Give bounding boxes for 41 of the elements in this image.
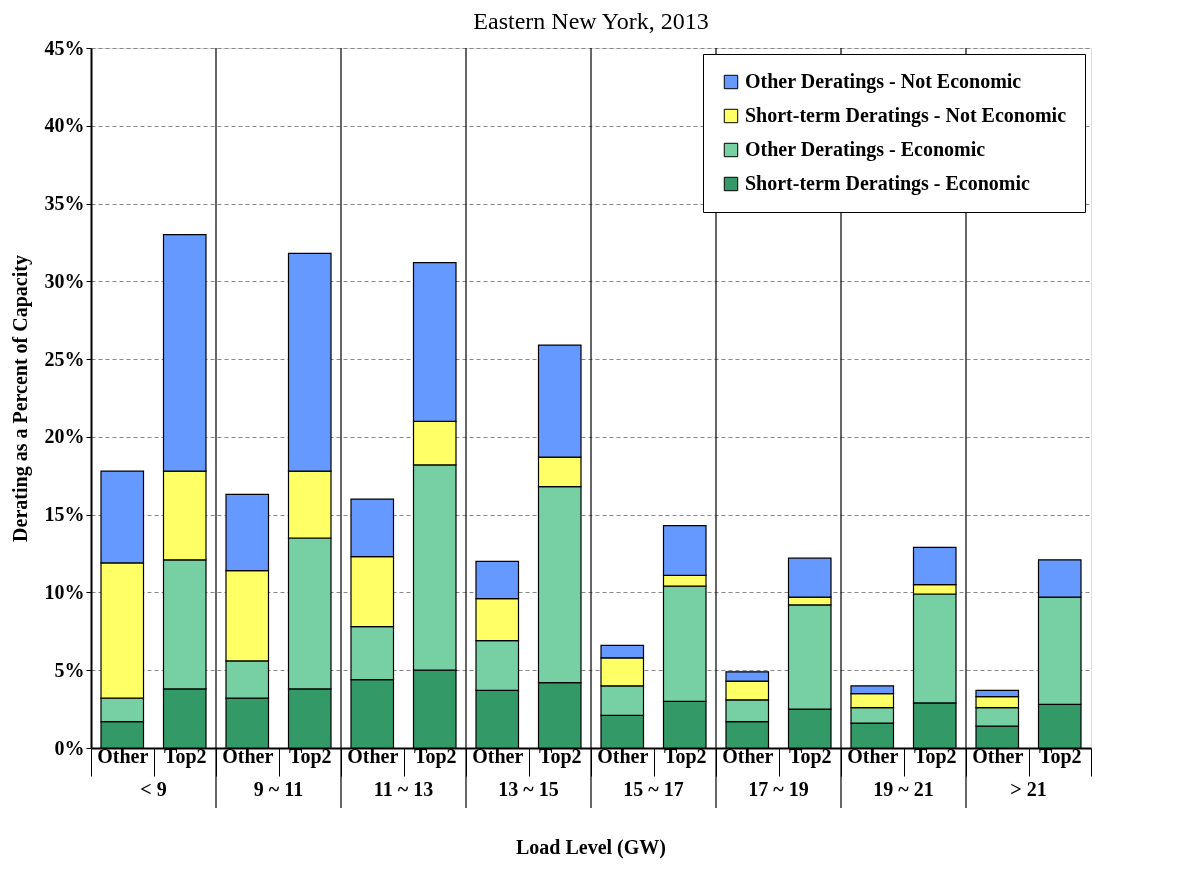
x-tick-label: Top2: [788, 744, 832, 768]
text: > 21: [1010, 778, 1047, 800]
legend-label: Short-term Deratings - Economic: [745, 172, 1031, 195]
legend-label: Short-term Deratings - Not Economic: [745, 104, 1067, 127]
y-tick-label: 15%: [44, 503, 85, 526]
text: 17 ~ 19: [748, 778, 809, 800]
legend-label: Other Deratings - Economic: [745, 138, 986, 161]
x-tick-label: Other: [597, 744, 649, 767]
x-tick-label: Other: [472, 744, 524, 767]
y-tick-label: 25%: [44, 347, 85, 370]
y-tick-label: 0%: [54, 736, 85, 759]
x-tick-label: Other: [722, 744, 774, 767]
y-tick-label: 30%: [44, 269, 85, 292]
chart-title: Eastern New York, 2013: [473, 8, 709, 34]
text: 11 ~ 13: [373, 778, 434, 800]
y-tick-label: 40%: [44, 114, 85, 137]
x-tick-label: Other: [222, 744, 274, 767]
x-tick-label: Top2: [288, 744, 332, 768]
y-axis-title: Derating as a Percent of Capacity: [8, 255, 32, 542]
x-tick-label: Top2: [1038, 744, 1082, 768]
x-axis-title: Load Level (GW): [516, 836, 666, 859]
y-tick-label: 10%: [44, 580, 85, 603]
y-tick-label: 5%: [54, 658, 85, 681]
text: < 9: [140, 778, 167, 800]
y-tick-label: 35%: [44, 192, 85, 215]
text: 9 ~ 11: [253, 778, 304, 800]
legend-label: Other Deratings - Not Economic: [745, 70, 1022, 93]
x-tick-label: Other: [97, 744, 149, 767]
text: 15 ~ 17: [623, 778, 684, 800]
text: 13 ~ 15: [498, 778, 559, 800]
text: 19 ~ 21: [873, 778, 934, 800]
x-tick-label: Other: [972, 744, 1024, 767]
y-tick-label: 20%: [44, 425, 85, 448]
y-tick-label: 45%: [44, 36, 85, 59]
x-tick-label: Top2: [413, 744, 457, 768]
x-tick-label: Top2: [538, 744, 582, 768]
x-tick-label: Other: [347, 744, 399, 767]
x-tick-label: Top2: [913, 744, 957, 768]
x-tick-label: Top2: [663, 744, 707, 768]
x-tick-label: Other: [847, 744, 899, 767]
x-tick-label: Top2: [163, 744, 207, 768]
